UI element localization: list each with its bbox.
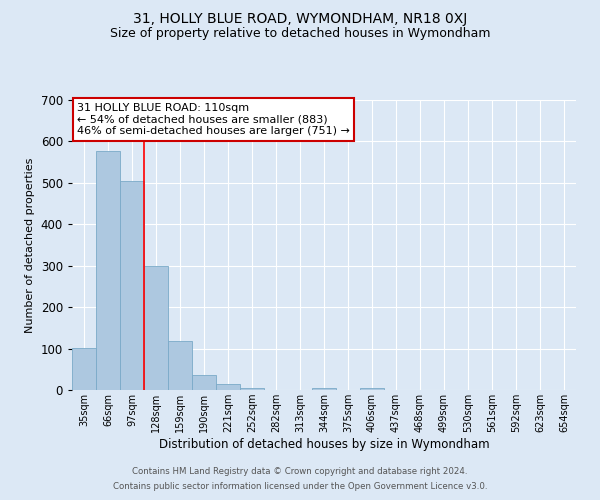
Bar <box>168 341 192 390</box>
Bar <box>144 266 168 390</box>
Text: Contains HM Land Registry data © Crown copyright and database right 2024.: Contains HM Land Registry data © Crown c… <box>132 467 468 476</box>
Text: 31, HOLLY BLUE ROAD, WYMONDHAM, NR18 0XJ: 31, HOLLY BLUE ROAD, WYMONDHAM, NR18 0XJ <box>133 12 467 26</box>
Bar <box>192 375 216 390</box>
Bar <box>216 384 240 390</box>
Bar <box>72 348 96 390</box>
Bar <box>360 388 384 390</box>
Text: Contains public sector information licensed under the Open Government Licence v3: Contains public sector information licen… <box>113 482 487 491</box>
Bar <box>312 388 336 390</box>
Y-axis label: Number of detached properties: Number of detached properties <box>25 158 35 332</box>
X-axis label: Distribution of detached houses by size in Wymondham: Distribution of detached houses by size … <box>158 438 490 451</box>
Bar <box>240 388 264 390</box>
Text: 31 HOLLY BLUE ROAD: 110sqm
← 54% of detached houses are smaller (883)
46% of sem: 31 HOLLY BLUE ROAD: 110sqm ← 54% of deta… <box>77 103 350 136</box>
Bar <box>96 150 120 390</box>
Text: Size of property relative to detached houses in Wymondham: Size of property relative to detached ho… <box>110 28 490 40</box>
Bar <box>120 181 144 390</box>
